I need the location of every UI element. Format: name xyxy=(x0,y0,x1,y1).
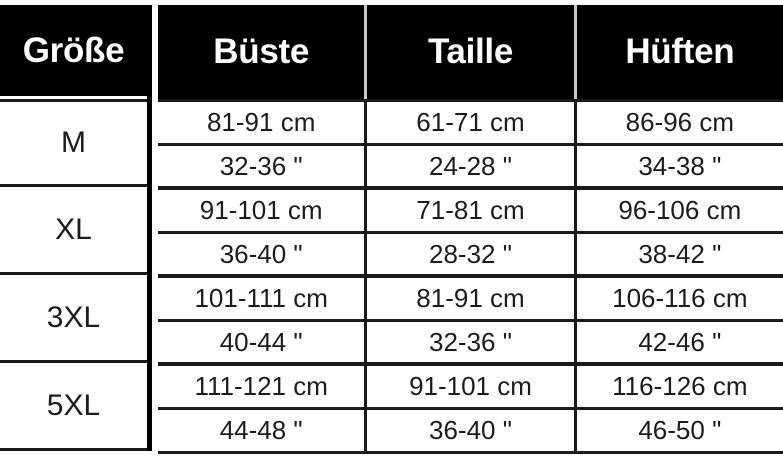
waist-cm-xl: 71-81 cm xyxy=(364,190,574,231)
bust-in-3xl: 40-44 " xyxy=(158,322,365,362)
bust-in-5xl: 44-48 " xyxy=(158,410,365,451)
bust-cm-xl: 91-101 cm xyxy=(158,190,365,231)
waist-cm-m: 61-71 cm xyxy=(364,102,574,143)
hips-cm-m: 86-96 cm xyxy=(573,102,783,143)
table-row: 91-101 cm 71-81 cm 96-106 cm xyxy=(158,190,783,234)
measurement-body: 81-91 cm 61-71 cm 86-96 cm 32-36 " 24-28… xyxy=(158,99,783,454)
waist-cm-5xl: 91-101 cm xyxy=(364,366,574,407)
table-row: 40-44 " 32-36 " 42-46 " xyxy=(158,322,783,366)
table-row: 36-40 " 28-32 " 38-42 " xyxy=(158,234,783,278)
table-row: 111-121 cm 91-101 cm 116-126 cm xyxy=(158,366,783,410)
hips-cm-xl: 96-106 cm xyxy=(573,190,783,231)
waist-in-5xl: 36-40 " xyxy=(364,410,574,451)
waist-in-3xl: 32-36 " xyxy=(364,322,574,362)
column-header-waist: Taille xyxy=(364,5,573,99)
size-column: Größe M XL 3XL 5XL xyxy=(0,5,152,451)
hips-in-xl: 38-42 " xyxy=(573,234,783,274)
size-cell-m: M xyxy=(0,99,147,187)
waist-in-m: 24-28 " xyxy=(364,146,574,186)
hips-in-5xl: 46-50 " xyxy=(573,410,783,451)
waist-cm-3xl: 81-91 cm xyxy=(364,278,574,319)
bust-in-xl: 36-40 " xyxy=(158,234,365,274)
size-cell-xl: XL xyxy=(0,187,147,275)
hips-in-3xl: 42-46 " xyxy=(573,322,783,362)
measurement-header-row: Büste Taille Hüften xyxy=(158,5,783,99)
size-cell-5xl: 5XL xyxy=(0,363,147,451)
bust-cm-5xl: 111-121 cm xyxy=(158,366,365,407)
table-row: 32-36 " 24-28 " 34-38 " xyxy=(158,146,783,190)
hips-in-m: 34-38 " xyxy=(573,146,783,186)
bust-cm-3xl: 101-111 cm xyxy=(158,278,365,319)
bust-in-m: 32-36 " xyxy=(158,146,365,186)
table-row: 44-48 " 36-40 " 46-50 " xyxy=(158,410,783,454)
bust-cm-m: 81-91 cm xyxy=(158,102,365,143)
hips-cm-5xl: 116-126 cm xyxy=(573,366,783,407)
measurements-block: Büste Taille Hüften 81-91 cm 61-71 cm 86… xyxy=(158,5,783,454)
hips-cm-3xl: 106-116 cm xyxy=(573,278,783,319)
table-row: 101-111 cm 81-91 cm 106-116 cm xyxy=(158,278,783,322)
table-row: 81-91 cm 61-71 cm 86-96 cm xyxy=(158,102,783,146)
waist-in-xl: 28-32 " xyxy=(364,234,574,274)
column-header-size: Größe xyxy=(0,5,147,99)
size-cell-3xl: 3XL xyxy=(0,275,147,363)
column-header-hips: Hüften xyxy=(573,5,783,99)
column-header-bust: Büste xyxy=(213,32,310,71)
